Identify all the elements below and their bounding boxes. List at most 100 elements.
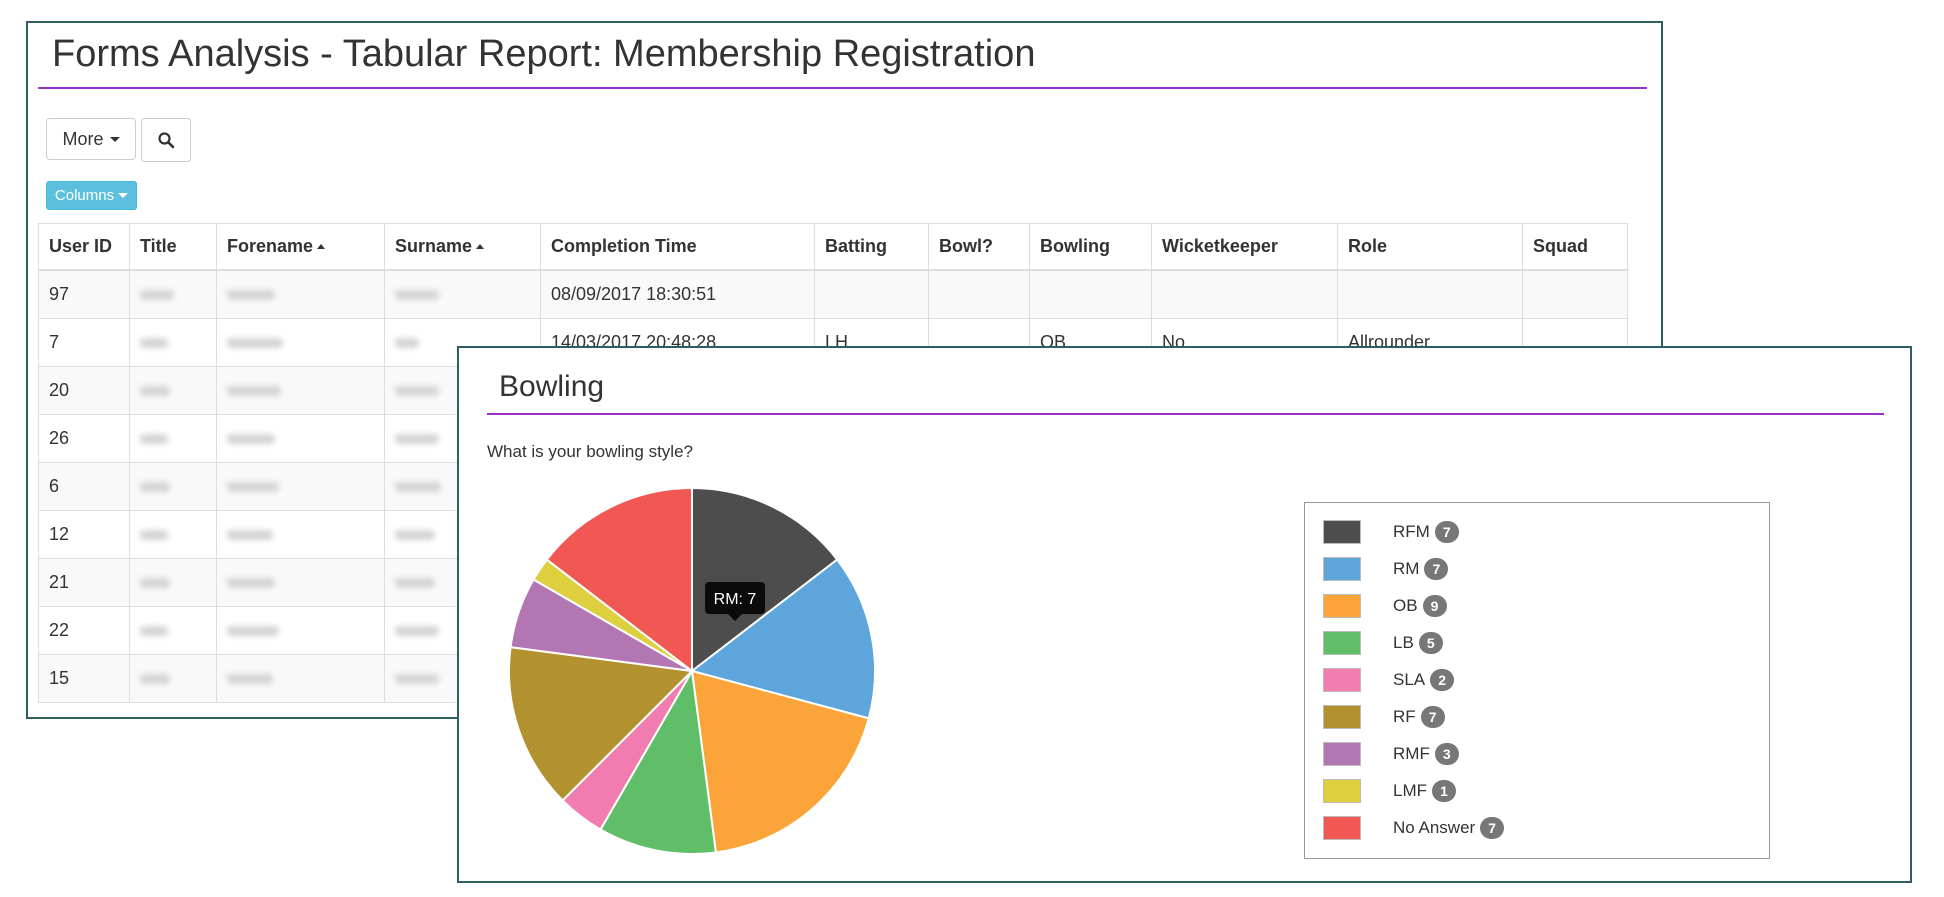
redacted-text: [395, 625, 439, 636]
cell-completion: 08/09/2017 18:30:51: [540, 269, 815, 319]
sort-ascending-icon: [317, 243, 326, 249]
legend-count-badge: 7: [1420, 706, 1445, 728]
legend-label: No Answer: [1393, 818, 1476, 837]
legend-item[interactable]: No Answer 7: [1323, 815, 1505, 841]
columns-button-label: Columns: [54, 187, 115, 204]
caret-down-icon: [109, 136, 120, 142]
cell-user-id: 21: [38, 557, 130, 607]
header-forename[interactable]: Forename: [216, 223, 385, 271]
redacted-text: [140, 337, 168, 348]
chart-tooltip: RM: 7: [705, 582, 765, 621]
header-label: Bowl?: [939, 235, 993, 256]
header-label: Bowling: [1040, 235, 1110, 256]
cell-user-id: 97: [38, 269, 130, 319]
redacted-text: [227, 481, 279, 492]
cell-forename: [216, 653, 385, 703]
pie-slice-ob[interactable]: [690, 669, 870, 854]
legend-label: LB: [1393, 633, 1414, 652]
redacted-text: [140, 289, 174, 300]
redacted-text: [395, 337, 419, 348]
legend-item[interactable]: LB 5: [1323, 630, 1443, 656]
cell-title: [129, 365, 217, 415]
pie-slice-rm[interactable]: [689, 558, 876, 720]
cell-title: [129, 461, 217, 511]
redacted-text: [140, 433, 168, 444]
chart-question: What is your bowling style?: [487, 442, 693, 461]
tooltip-background: [705, 582, 765, 614]
header-label: Forename: [227, 235, 314, 256]
columns-button[interactable]: Columns: [46, 181, 137, 210]
redacted-text: [227, 433, 275, 444]
pie-chart: RM: 7: [508, 486, 876, 855]
header-surname[interactable]: Surname: [384, 223, 541, 271]
header-completion-time[interactable]: Completion Time: [540, 223, 815, 271]
redacted-text: [395, 577, 435, 588]
legend-count-badge: 1: [1432, 780, 1456, 802]
redacted-text: [227, 337, 283, 348]
legend-swatch: [1323, 779, 1361, 803]
redacted-text: [395, 481, 441, 492]
legend-item[interactable]: SLA 2: [1323, 667, 1455, 693]
search-button[interactable]: [141, 118, 191, 162]
header-wicketkeeper[interactable]: Wicketkeeper: [1151, 223, 1338, 271]
redacted-text: [140, 529, 168, 540]
cell-batting: [814, 269, 929, 319]
table-row[interactable]: 97 08/09/2017 18:30:51: [38, 269, 1628, 319]
chart-legend: RFM 7 RM 7 OB 9 LB 5 SLA 2 RF 7 RMF 3 LMF 1 No Answer 7: [1304, 502, 1770, 859]
page-title: Forms Analysis - Tabular Report: Members…: [52, 33, 1036, 75]
header-batting[interactable]: Batting: [814, 223, 929, 271]
table-header-row: User ID Title Forename Surname Completio…: [38, 223, 1628, 271]
pie-slice-lb[interactable]: [599, 667, 718, 855]
header-title[interactable]: Title: [129, 223, 217, 271]
legend-swatch: [1323, 594, 1361, 618]
legend-item[interactable]: OB 9: [1323, 593, 1447, 619]
header-user-id[interactable]: User ID: [38, 223, 130, 271]
cell-user-id: 26: [38, 413, 130, 463]
cell-title: [129, 653, 217, 703]
header-label: Surname: [395, 235, 473, 256]
legend-label: LMF: [1393, 781, 1427, 800]
header-bowl[interactable]: Bowl?: [928, 223, 1030, 271]
redacted-text: [227, 385, 281, 396]
more-button[interactable]: More: [46, 118, 136, 160]
cell-title: [129, 317, 217, 367]
legend-item[interactable]: RFM 7: [1323, 519, 1459, 545]
redacted-text: [140, 385, 170, 396]
cell-title: [129, 509, 217, 559]
redacted-text: [140, 481, 170, 492]
header-role[interactable]: Role: [1337, 223, 1523, 271]
redacted-text: [227, 673, 273, 684]
redacted-text: [140, 577, 170, 588]
header-label: Role: [1348, 235, 1388, 256]
legend-count-badge: 5: [1418, 632, 1443, 654]
legend-count-badge: 2: [1430, 669, 1455, 691]
redacted-text: [395, 673, 439, 684]
legend-item[interactable]: RF 7: [1323, 704, 1445, 730]
search-icon: [158, 132, 175, 149]
cell-user-id: 20: [38, 365, 130, 415]
tooltip-pointer: [728, 614, 742, 621]
legend-count-badge: 7: [1434, 521, 1459, 543]
legend-item[interactable]: LMF 1: [1323, 778, 1456, 804]
cell-forename: [216, 605, 385, 655]
pie-slice-no-answer[interactable]: [545, 486, 693, 674]
pie-slice-rfm[interactable]: [691, 486, 839, 674]
header-bowling[interactable]: Bowling: [1029, 223, 1152, 271]
legend-label: RFM: [1393, 522, 1430, 541]
cell-surname: [384, 269, 541, 319]
legend-swatch: [1323, 816, 1361, 840]
cell-bowl: [928, 269, 1030, 319]
legend-count-badge: 7: [1480, 817, 1505, 839]
legend-item[interactable]: RMF 3: [1323, 741, 1459, 767]
header-squad[interactable]: Squad: [1522, 223, 1628, 271]
pie-slice-rf[interactable]: [508, 645, 695, 802]
legend-count-badge: 9: [1422, 595, 1447, 617]
cell-forename: [216, 461, 385, 511]
legend-item[interactable]: RM 7: [1323, 556, 1449, 582]
cell-title: [129, 557, 217, 607]
cell-user-id: 12: [38, 509, 130, 559]
legend-swatch: [1323, 557, 1361, 581]
cell-user-id: 15: [38, 653, 130, 703]
header-label: Wicketkeeper: [1162, 235, 1278, 256]
cell-title: [129, 605, 217, 655]
